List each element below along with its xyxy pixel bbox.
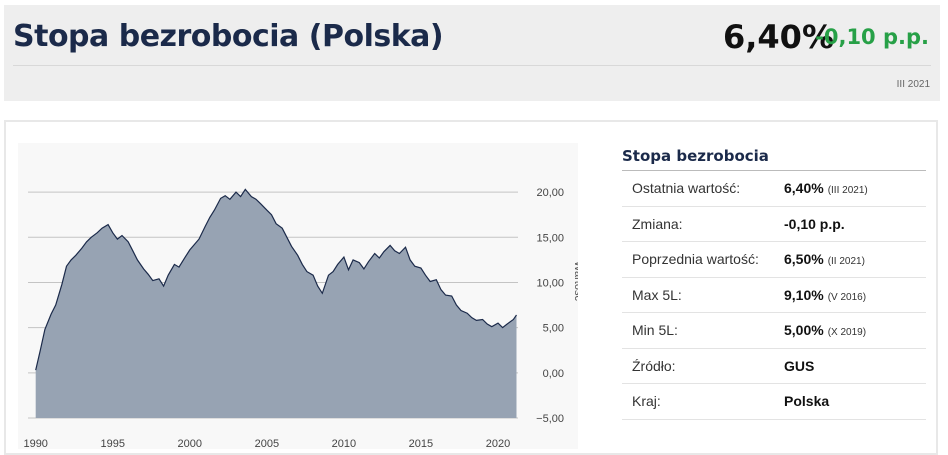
- x-tick-label: 2020: [486, 438, 510, 449]
- header-bar: Stopa bezrobocia (Polska) 6,40% -0,10 p.…: [4, 5, 940, 101]
- info-row-value: GUS: [784, 358, 814, 374]
- info-row-label: Min 5L:: [632, 322, 678, 338]
- info-row: Max 5L: 9,10% (V 2016): [622, 278, 926, 313]
- series-area: [35, 189, 517, 418]
- x-tick-label: 2015: [409, 438, 433, 449]
- info-row-value-main: -0,10 p.p.: [784, 215, 845, 232]
- info-row: Kraj: Polska: [622, 384, 926, 420]
- current-value: 6,40%: [722, 18, 834, 56]
- info-row-label: Zmiana:: [632, 215, 683, 232]
- info-row: Źródło: GUS: [622, 349, 926, 384]
- info-row-value: 6,50% (II 2021): [784, 251, 865, 267]
- x-tick-label: 2005: [255, 438, 279, 449]
- title-country: (Polska): [308, 19, 444, 54]
- info-row-value-main: 6,40%: [784, 180, 824, 196]
- info-row-value: 5,00% (X 2019): [784, 322, 866, 338]
- info-row: Zmiana: -0,10 p.p.: [622, 207, 926, 242]
- info-row-value-date: (X 2019): [827, 327, 867, 338]
- info-table: Stopa bezrobocia Ostatnia wartość: 6,40%(…: [622, 147, 926, 420]
- info-row-value-date: (V 2016): [827, 291, 867, 303]
- info-row-value-main: Polska: [784, 393, 830, 409]
- info-row-value-date: (III 2021): [827, 185, 868, 196]
- info-row-value: 9,10% (V 2016): [784, 287, 866, 303]
- info-row: Ostatnia wartość: 6,40% (III 2021): [622, 171, 926, 207]
- x-tick-label: 1995: [101, 438, 125, 449]
- page-title: Stopa bezrobocia (Polska): [13, 19, 444, 54]
- info-row-label: Źródło:: [632, 357, 676, 374]
- change-value: -0,10 p.p.: [815, 25, 929, 49]
- title-main: Stopa bezrobocia: [13, 19, 299, 54]
- info-row-value-main: 5,00%: [784, 322, 824, 338]
- info-row-value-main: 9,10%: [784, 286, 824, 303]
- header-divider: [13, 65, 931, 66]
- y-tick-label: 10,00: [536, 277, 564, 289]
- x-tick-label: 2010: [332, 438, 356, 449]
- info-row-label: Kraj:: [632, 393, 661, 409]
- info-row-value-main: 6,50%: [784, 251, 824, 267]
- info-row-value: -0,10 p.p.: [784, 216, 845, 232]
- info-row-label: Max 5L:: [632, 286, 682, 303]
- info-row-label: Poprzednia wartość:: [632, 251, 759, 267]
- info-row: Poprzednia wartość: 6,50% (II 2021): [622, 242, 926, 278]
- info-row-value-main: GUS: [784, 357, 815, 374]
- chart-container[interactable]: −5,00 0,00 5,00 10,00 15,00 20,00 1990 1995 2000…: [18, 143, 578, 449]
- info-row-label: Ostatnia wartość:: [632, 180, 741, 196]
- info-row: Min 5L: 5,00% (X 2019): [622, 313, 926, 349]
- info-rows: Ostatnia wartość: 6,40% (III 2021) Zmiana: -…: [622, 171, 926, 420]
- period-label: III 2021: [896, 79, 930, 90]
- y-tick-label: −5,00: [536, 413, 564, 425]
- y-tick-label: 5,00: [543, 323, 564, 335]
- series-line: [35, 188, 517, 371]
- y-tick-label: 15,00: [536, 232, 564, 244]
- x-tick-label: 1990: [23, 438, 47, 449]
- info-row-value-date: (II 2021): [827, 256, 865, 267]
- unemployment-chart[interactable]: −5,00 0,00 5,00 10,00 15,00 20,00 1990 1995 2000…: [18, 143, 578, 449]
- y-axis-label: Wartość: [572, 261, 578, 301]
- x-tick-label: 2000: [178, 438, 202, 449]
- info-row-value: Polska: [784, 393, 829, 409]
- y-tick-label: 20,00: [536, 187, 564, 199]
- info-title: Stopa bezrobocia: [622, 147, 926, 171]
- y-tick-label: 0,00: [543, 368, 564, 380]
- info-row-value: 6,40% (III 2021): [784, 180, 868, 196]
